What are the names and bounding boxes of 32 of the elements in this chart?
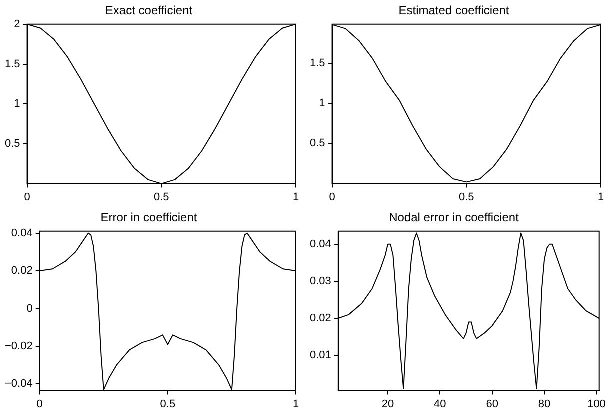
y-tick-label: 1 bbox=[319, 98, 326, 110]
y-tick-label: −0.02 bbox=[4, 340, 33, 352]
x-tick-label: 20 bbox=[382, 398, 394, 410]
y-tick-label: 2 bbox=[14, 18, 20, 30]
x-tick-label: 0 bbox=[36, 398, 43, 410]
x-tick-label: 60 bbox=[486, 398, 498, 410]
y-tick-label: −0.04 bbox=[4, 378, 33, 390]
y-tick-label: 0.02 bbox=[310, 312, 332, 325]
y-tick-label: 1.5 bbox=[4, 58, 20, 70]
y-tick-label: 0.01 bbox=[310, 350, 332, 362]
x-tick-label: 0.5 bbox=[160, 398, 176, 410]
y-tick-label: 0.03 bbox=[310, 275, 332, 288]
y-tick-label: 1.5 bbox=[310, 57, 326, 70]
y-tick-label: 0 bbox=[26, 302, 33, 315]
x-tick-label: 0.5 bbox=[458, 191, 474, 204]
chart-title: Error in coefficient bbox=[100, 210, 198, 225]
chart-title: Nodal error in coefficient bbox=[389, 210, 520, 225]
x-tick-label: 1 bbox=[292, 398, 300, 410]
x-tick-label: 1 bbox=[598, 191, 604, 204]
x-tick-label: 0.5 bbox=[154, 191, 170, 204]
chart-title: Exact coefficient bbox=[105, 4, 194, 18]
x-tick-label: 1 bbox=[292, 191, 300, 204]
y-tick-label: 0.02 bbox=[11, 265, 33, 278]
y-tick-label: 0.04 bbox=[11, 227, 33, 240]
y-tick-label: 0.04 bbox=[310, 238, 332, 250]
y-tick-label: 0.5 bbox=[4, 138, 20, 150]
x-tick-label: 80 bbox=[538, 398, 551, 410]
chart-title: Estimated coefficient bbox=[398, 4, 510, 18]
x-tick-label: 100 bbox=[588, 398, 606, 410]
y-tick-label: 0.5 bbox=[310, 138, 326, 150]
x-tick-label: 40 bbox=[434, 398, 446, 410]
y-tick-label: 1 bbox=[14, 98, 20, 110]
